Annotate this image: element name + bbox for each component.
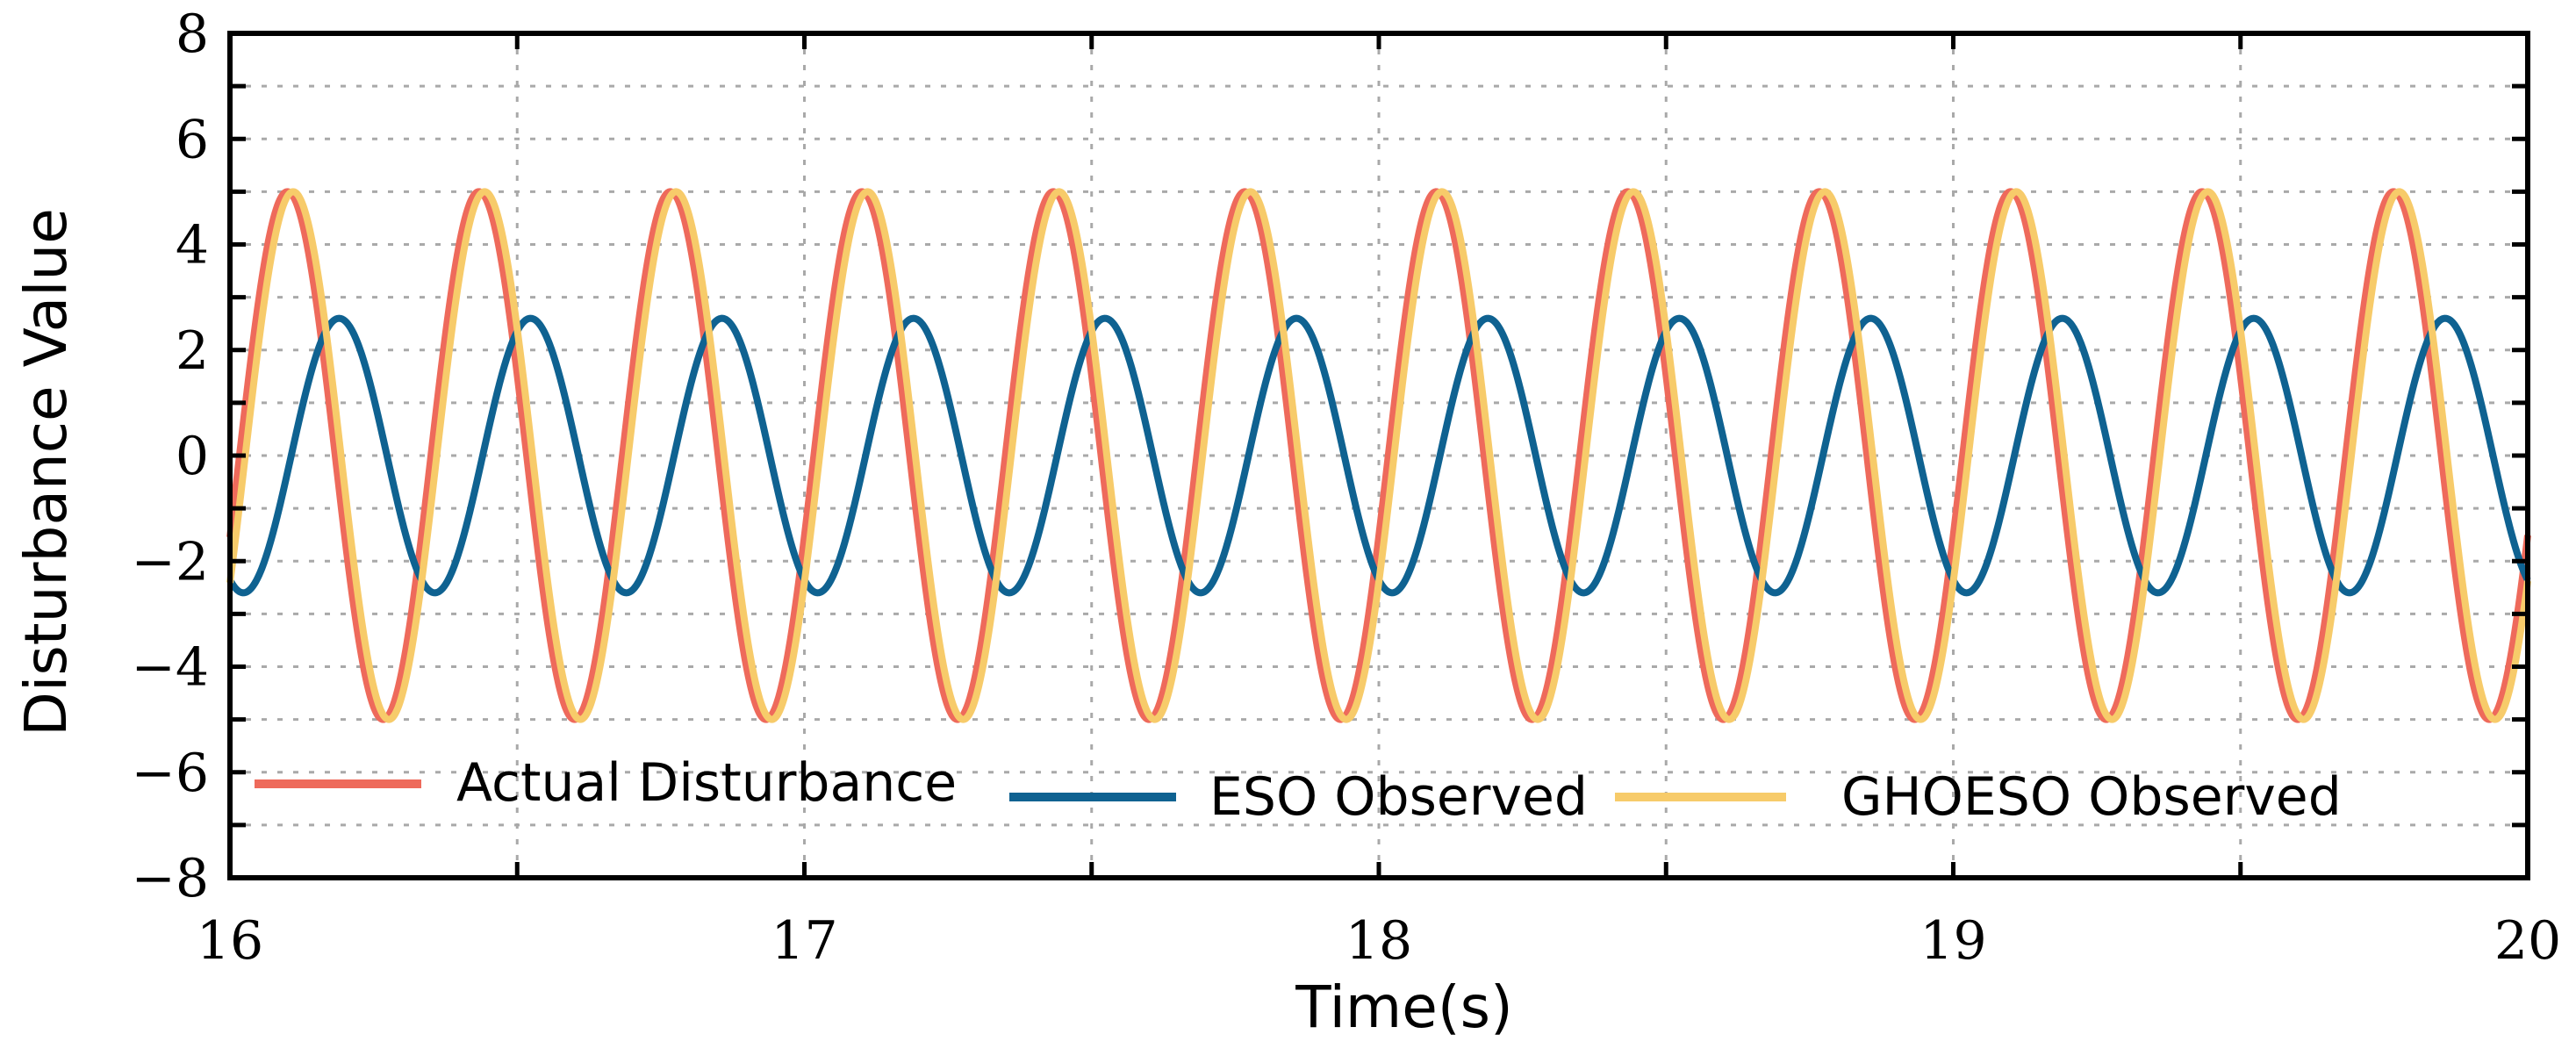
legend-label-actual-disturbance: Actual Disturbance bbox=[456, 752, 957, 814]
series-line-actual-disturbance bbox=[226, 188, 2531, 723]
y-tick-label: −4 bbox=[132, 637, 209, 699]
x-tick-label: 17 bbox=[771, 910, 837, 972]
grid-lines bbox=[230, 33, 2528, 878]
y-tick-label: −6 bbox=[132, 743, 209, 804]
x-tick-labels: 16 17 18 19 20 bbox=[197, 910, 2561, 972]
x-tick-label: 18 bbox=[1345, 910, 1412, 972]
y-axis-title: Disturbance Value bbox=[12, 208, 80, 736]
y-tick-label: 2 bbox=[176, 320, 209, 382]
series-line-ghoeso-observed bbox=[226, 188, 2531, 723]
x-tick-label: 20 bbox=[2494, 910, 2561, 972]
y-tick-labels: −8 −6 −4 −2 0 2 4 6 8 bbox=[132, 4, 209, 909]
y-tick-label: 6 bbox=[176, 109, 209, 170]
legend: Actual Disturbance ESO Observed GHOESO O… bbox=[255, 752, 2342, 828]
legend-label-ghoeso-observed: GHOESO Observed bbox=[1841, 766, 2342, 828]
y-tick-label: −8 bbox=[132, 848, 209, 909]
x-tick-label: 19 bbox=[1919, 910, 1986, 972]
x-tick-label: 16 bbox=[197, 910, 263, 972]
series-layer bbox=[226, 188, 2531, 723]
y-tick-label: −2 bbox=[132, 531, 209, 593]
y-tick-label: 4 bbox=[176, 215, 209, 277]
y-tick-label: 8 bbox=[176, 4, 209, 65]
legend-label-eso-observed: ESO Observed bbox=[1209, 766, 1588, 828]
axis-ticks bbox=[227, 31, 2530, 880]
x-axis-title: Time(s) bbox=[1295, 973, 1512, 1041]
y-tick-label: 0 bbox=[176, 426, 209, 487]
